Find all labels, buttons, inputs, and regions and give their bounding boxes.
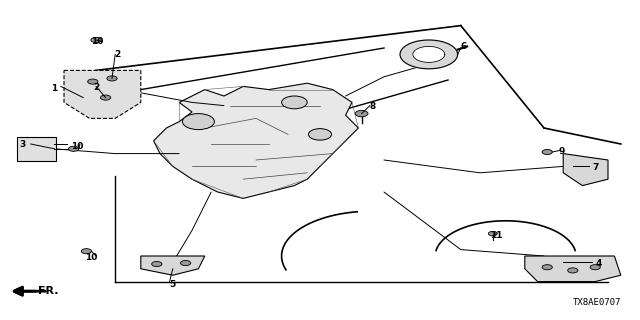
Text: 2: 2 <box>93 83 99 92</box>
Circle shape <box>568 268 578 273</box>
Text: 10: 10 <box>91 37 104 46</box>
Text: 5: 5 <box>170 280 176 289</box>
Text: 2: 2 <box>114 50 120 59</box>
Text: 4: 4 <box>595 260 602 268</box>
Polygon shape <box>525 256 621 282</box>
Polygon shape <box>563 154 608 186</box>
Polygon shape <box>400 40 458 69</box>
Text: 7: 7 <box>592 163 598 172</box>
Text: 6: 6 <box>461 42 467 51</box>
Circle shape <box>100 95 111 100</box>
Text: 10: 10 <box>84 253 97 262</box>
Circle shape <box>68 146 79 151</box>
Polygon shape <box>141 256 205 275</box>
Text: 10: 10 <box>70 142 83 151</box>
Circle shape <box>282 96 307 109</box>
Circle shape <box>355 110 368 117</box>
Polygon shape <box>413 46 445 62</box>
Circle shape <box>308 129 332 140</box>
FancyBboxPatch shape <box>17 137 56 161</box>
Circle shape <box>542 149 552 155</box>
Text: 8: 8 <box>369 102 376 111</box>
Text: TX8AE0707: TX8AE0707 <box>572 298 621 307</box>
Text: 9: 9 <box>559 147 565 156</box>
Circle shape <box>542 265 552 270</box>
Text: 11: 11 <box>490 231 502 240</box>
Text: 3: 3 <box>19 140 26 149</box>
Circle shape <box>81 249 92 254</box>
Circle shape <box>88 79 98 84</box>
Text: 1: 1 <box>51 84 58 92</box>
Polygon shape <box>154 83 358 198</box>
Text: FR.: FR. <box>38 286 59 296</box>
Circle shape <box>590 265 600 270</box>
Circle shape <box>152 261 162 267</box>
Circle shape <box>488 231 497 236</box>
Circle shape <box>107 76 117 81</box>
Circle shape <box>91 37 101 43</box>
Circle shape <box>180 260 191 266</box>
Polygon shape <box>64 70 141 118</box>
Circle shape <box>182 114 214 130</box>
